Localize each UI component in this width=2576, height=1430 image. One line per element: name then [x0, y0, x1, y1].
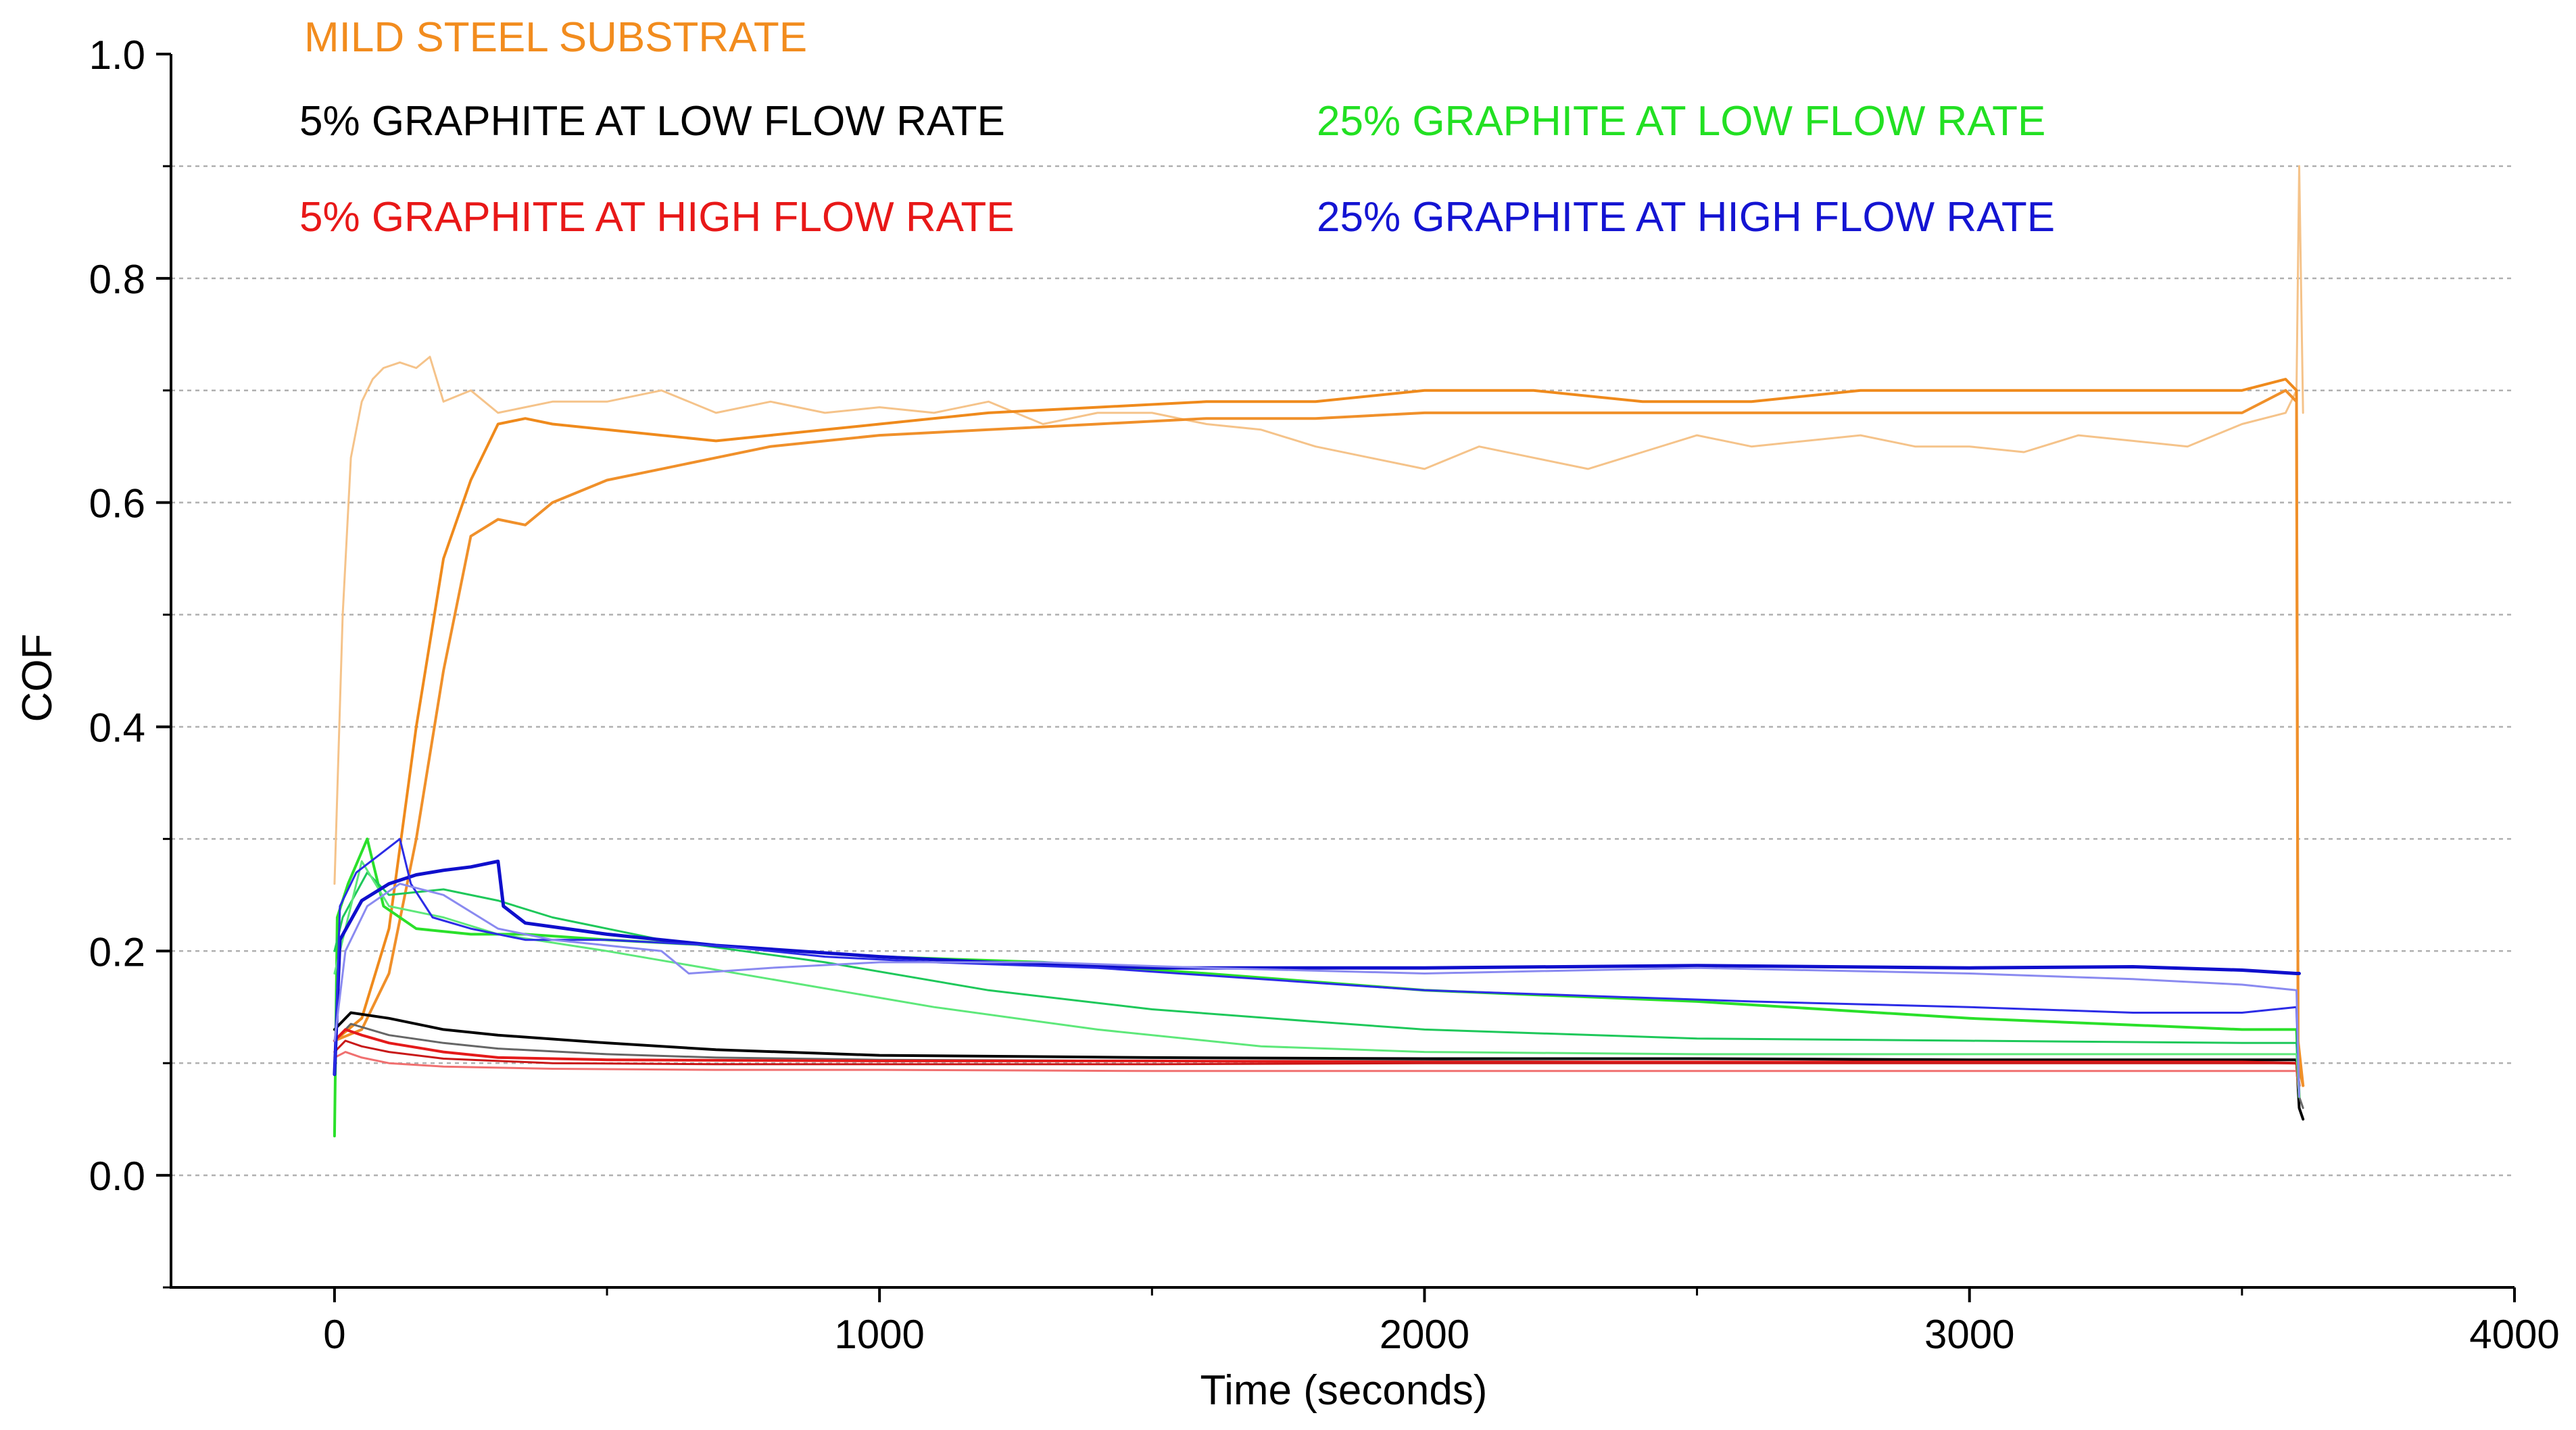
x-tick-label: 4000	[2469, 1312, 2559, 1357]
x-axis-label: Time (seconds)	[1200, 1367, 1488, 1414]
series-line	[333, 1028, 2301, 1087]
legend: MILD STEEL SUBSTRATE 5% GRAPHITE AT LOW F…	[299, 14, 2055, 241]
y-tick-label: 0.6	[89, 481, 145, 526]
y-tick-label: 1.0	[89, 32, 145, 78]
legend-entry: 5% GRAPHITE AT LOW FLOW RATE	[299, 98, 1005, 145]
y-tick-label: 0.4	[89, 705, 145, 750]
series-line	[333, 165, 2304, 885]
x-tick-label: 0	[323, 1312, 345, 1357]
legend-entry: 5% GRAPHITE AT HIGH FLOW RATE	[299, 194, 1015, 241]
x-tick-label: 1000	[834, 1312, 924, 1357]
series-line	[333, 871, 2300, 1098]
x-tick-label: 3000	[1924, 1312, 2014, 1357]
y-axis-label: COF	[14, 634, 61, 722]
series-line	[333, 1011, 2305, 1121]
series-line	[333, 389, 2305, 1087]
legend-entry: 25% GRAPHITE AT LOW FLOW RATE	[1317, 98, 2045, 145]
axes	[170, 54, 2514, 1289]
ticks: 0.0 0.2 0.4 0.6 0.8 1.0 0 1000 2000 3000 4000	[89, 32, 2560, 1357]
series-line	[333, 378, 2305, 1087]
series-line	[333, 1039, 2300, 1098]
y-tick-label: 0.8	[89, 257, 145, 302]
data-series	[333, 165, 2305, 1137]
series-line	[333, 883, 2300, 1098]
y-tick-label: 0.2	[89, 929, 145, 975]
legend-entry: 25% GRAPHITE AT HIGH FLOW RATE	[1317, 194, 2055, 241]
x-tick-label: 2000	[1380, 1312, 1469, 1357]
series-line	[333, 1051, 2300, 1098]
series-line	[333, 837, 2300, 1098]
y-tick-label: 0.0	[89, 1154, 145, 1199]
legend-entry: MILD STEEL SUBSTRATE	[304, 14, 807, 61]
